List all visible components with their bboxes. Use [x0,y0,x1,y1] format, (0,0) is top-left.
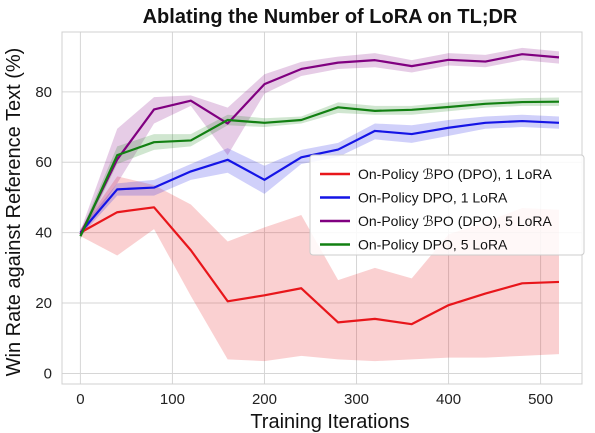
confidence-band-4 [80,97,559,240]
x-tick-label: 100 [160,391,185,408]
confidence-bands [80,47,559,362]
legend-label-4: On-Policy DPO, 5 LoRA [358,237,508,253]
x-tick-label: 300 [344,391,369,408]
x-tick-labels: 0 100 200 300 400 500 [76,391,553,408]
legend-label-3: On-Policy ℬPO (DPO), 5 LoRA [358,213,552,229]
series-line-1 [79,206,560,326]
confidence-band-2 [80,114,559,237]
confidence-band-1 [80,176,559,362]
y-tick-label: 40 [35,225,52,242]
x-tick-label: 400 [436,391,461,408]
x-tick-label: 200 [252,391,277,408]
y-tick-label: 80 [35,84,52,101]
y-tick-label: 60 [35,154,52,171]
y-tick-labels: 0 20 40 60 80 [35,84,52,383]
legend-label-1: On-Policy ℬPO (DPO), 1 LoRA [358,166,552,182]
x-tick-label: 500 [528,391,553,408]
x-tick-label: 0 [76,391,84,408]
legend-label-2: On-Policy DPO, 1 LoRA [358,190,508,206]
series-lines [79,53,560,326]
y-tick-label: 0 [44,365,52,382]
series-line-4 [79,100,560,237]
legend-box [309,154,585,256]
x-axis-label: Training Iterations [250,411,409,433]
series-line-2 [79,119,560,234]
legend: On-Policy ℬPO (DPO), 1 LoRA On-Policy DPO… [309,154,585,256]
y-axis-label: Win Rate against Reference Text (%) [3,48,25,377]
chart-title: Ablating the Number of LoRA on TL;DR [143,6,518,28]
y-tick-label: 20 [35,295,52,312]
series-line-3 [79,53,560,235]
